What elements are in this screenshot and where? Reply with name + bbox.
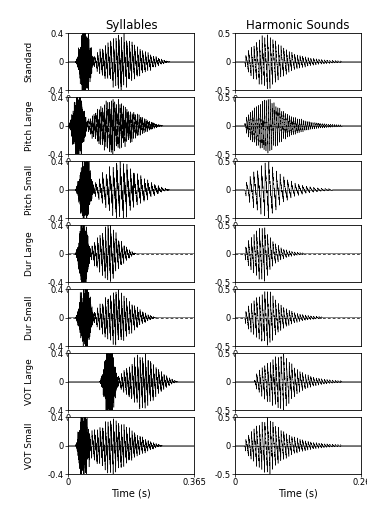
Text: Pitch Small: Pitch Small	[25, 165, 34, 215]
Text: Dur Small: Dur Small	[25, 295, 34, 340]
Text: Dur Large: Dur Large	[25, 231, 34, 276]
Text: VOT Large: VOT Large	[25, 358, 34, 405]
X-axis label: Time (s): Time (s)	[111, 489, 151, 499]
Title: Harmonic Sounds: Harmonic Sounds	[247, 19, 350, 32]
Text: Standard: Standard	[25, 41, 34, 82]
Text: Pitch Large: Pitch Large	[25, 101, 34, 151]
Text: VOT Small: VOT Small	[25, 423, 34, 469]
Title: Syllables: Syllables	[105, 19, 157, 32]
X-axis label: Time (s): Time (s)	[278, 489, 318, 499]
